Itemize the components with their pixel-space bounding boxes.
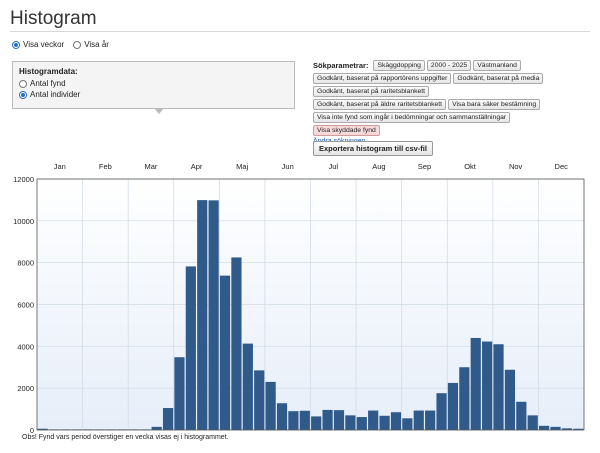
histogram-bar (208, 200, 219, 430)
histogram-bar (151, 426, 162, 430)
param-tag: Visa bara säker bestämning (448, 99, 541, 110)
histogram-bar (550, 426, 561, 430)
month-label: Okt (464, 162, 477, 171)
histogram-bar (254, 370, 265, 430)
radio-antal-individer[interactable] (19, 90, 27, 99)
histogram-bar (379, 415, 390, 430)
param-tag: 2000 - 2025 (426, 60, 472, 71)
param-tag: Godkänt, baserat på raritetsblankett (313, 86, 430, 97)
histogram-bar (231, 257, 242, 430)
param-tag: Godkänt, baserat på äldre raritetsblanke… (313, 99, 447, 110)
month-label: Feb (99, 162, 112, 171)
x-axis: Jan Feb Mar Apr Maj Jun Jul Aug Sep Okt Nov Dec (54, 162, 568, 171)
histogram-bar (402, 418, 413, 430)
histogram-bar (356, 417, 367, 430)
footnote: Obs! Fynd vars period överstiger en veck… (22, 434, 229, 441)
histogram-bar (311, 416, 322, 430)
search-params: Sökparametrar: Skäggdopping 2000 - 2025 … (313, 60, 593, 147)
histogram-bar (493, 344, 504, 430)
radio-antal-fynd[interactable] (19, 79, 27, 88)
radio-visa-veckor[interactable] (12, 40, 20, 49)
histogram-bar (197, 200, 208, 430)
histogram-bar (482, 341, 493, 430)
histogram-bar (447, 382, 459, 430)
y-tick-label: 4000 (17, 342, 34, 351)
histogram-bar (527, 415, 538, 430)
month-label: Mar (144, 162, 157, 171)
histogram-bar (459, 367, 470, 430)
histogram-chart: 0 2000 4000 6000 8000 10000 12000 Jan Feb Mar Apr… (13, 162, 585, 435)
histogram-bar (516, 401, 527, 430)
histogram-bar (390, 412, 402, 430)
radio-label-antal-fynd[interactable]: Antal fynd (30, 79, 66, 88)
histogram-data-panel: Histogramdata: Antal fynd Antal individe… (12, 61, 295, 114)
histogram-bar (470, 337, 481, 430)
histogram-bar (299, 410, 310, 430)
y-tick-label: 10000 (13, 217, 34, 226)
panel-pointer-icon (154, 108, 164, 114)
histogram-bar (37, 428, 48, 430)
export-csv-button[interactable]: Exportera histogram till csv-fil (313, 141, 433, 156)
y-tick-label: 0 (30, 426, 34, 435)
month-label: Dec (555, 162, 569, 171)
month-label: Jul (328, 162, 338, 171)
histogram-bar (345, 415, 356, 430)
month-label: Apr (191, 162, 203, 171)
histogram-bar (539, 425, 550, 430)
histogram-bar (219, 275, 231, 430)
histogram-bar (333, 410, 345, 430)
histogram-bar (504, 369, 516, 430)
title-divider (10, 31, 590, 32)
histogram-bar (185, 266, 196, 430)
histogram-bar (288, 411, 299, 430)
param-tag-protected: Visa skyddade fynd (313, 125, 380, 136)
month-label: Aug (372, 162, 385, 171)
y-tick-label: 8000 (17, 259, 34, 268)
histogram-bar (561, 428, 573, 430)
radio-label-visa-veckor[interactable]: Visa veckor (23, 40, 65, 49)
histogram-bar (242, 343, 253, 430)
page-title: Histogram (10, 8, 97, 29)
y-tick-label: 2000 (17, 384, 34, 393)
y-axis: 0 2000 4000 6000 8000 10000 12000 (13, 175, 34, 435)
histogram-bar (322, 409, 333, 430)
param-tag: Godkänt, baserat på rapportörens uppgift… (313, 73, 452, 84)
param-tag: Visa inte fynd som ingår i bedömningar o… (313, 112, 511, 123)
histogram-bar (276, 403, 288, 430)
param-tag: Skäggdopping (373, 60, 425, 71)
month-label: Maj (236, 162, 248, 171)
month-label: Sep (418, 162, 431, 171)
histogram-bar (425, 410, 436, 430)
histogram-bar (413, 410, 424, 430)
y-tick-label: 12000 (13, 175, 34, 184)
histogram-bar (368, 410, 379, 430)
radio-visa-ar[interactable] (73, 40, 82, 49)
month-label: Jun (282, 162, 294, 171)
view-toggle: Visa veckor Visa år (12, 40, 115, 49)
radio-label-visa-ar[interactable]: Visa år (84, 40, 109, 49)
month-label: Jan (54, 162, 66, 171)
radio-label-antal-individer[interactable]: Antal individer (30, 90, 81, 99)
plot-border (36, 178, 585, 431)
month-label: Nov (509, 162, 523, 171)
histogram-bar (265, 381, 276, 430)
param-tag: Västmanland (473, 60, 521, 71)
y-tick-label: 6000 (17, 301, 34, 310)
histogram-bar (573, 428, 584, 430)
histogram-data-heading: Histogramdata: (19, 67, 78, 76)
param-tag: Godkänt, baserat på media (453, 73, 544, 84)
histogram-bar (174, 357, 185, 430)
search-params-label: Sökparametrar: (313, 61, 369, 70)
histogram-bar (436, 393, 447, 430)
histogram-bar (162, 408, 174, 430)
